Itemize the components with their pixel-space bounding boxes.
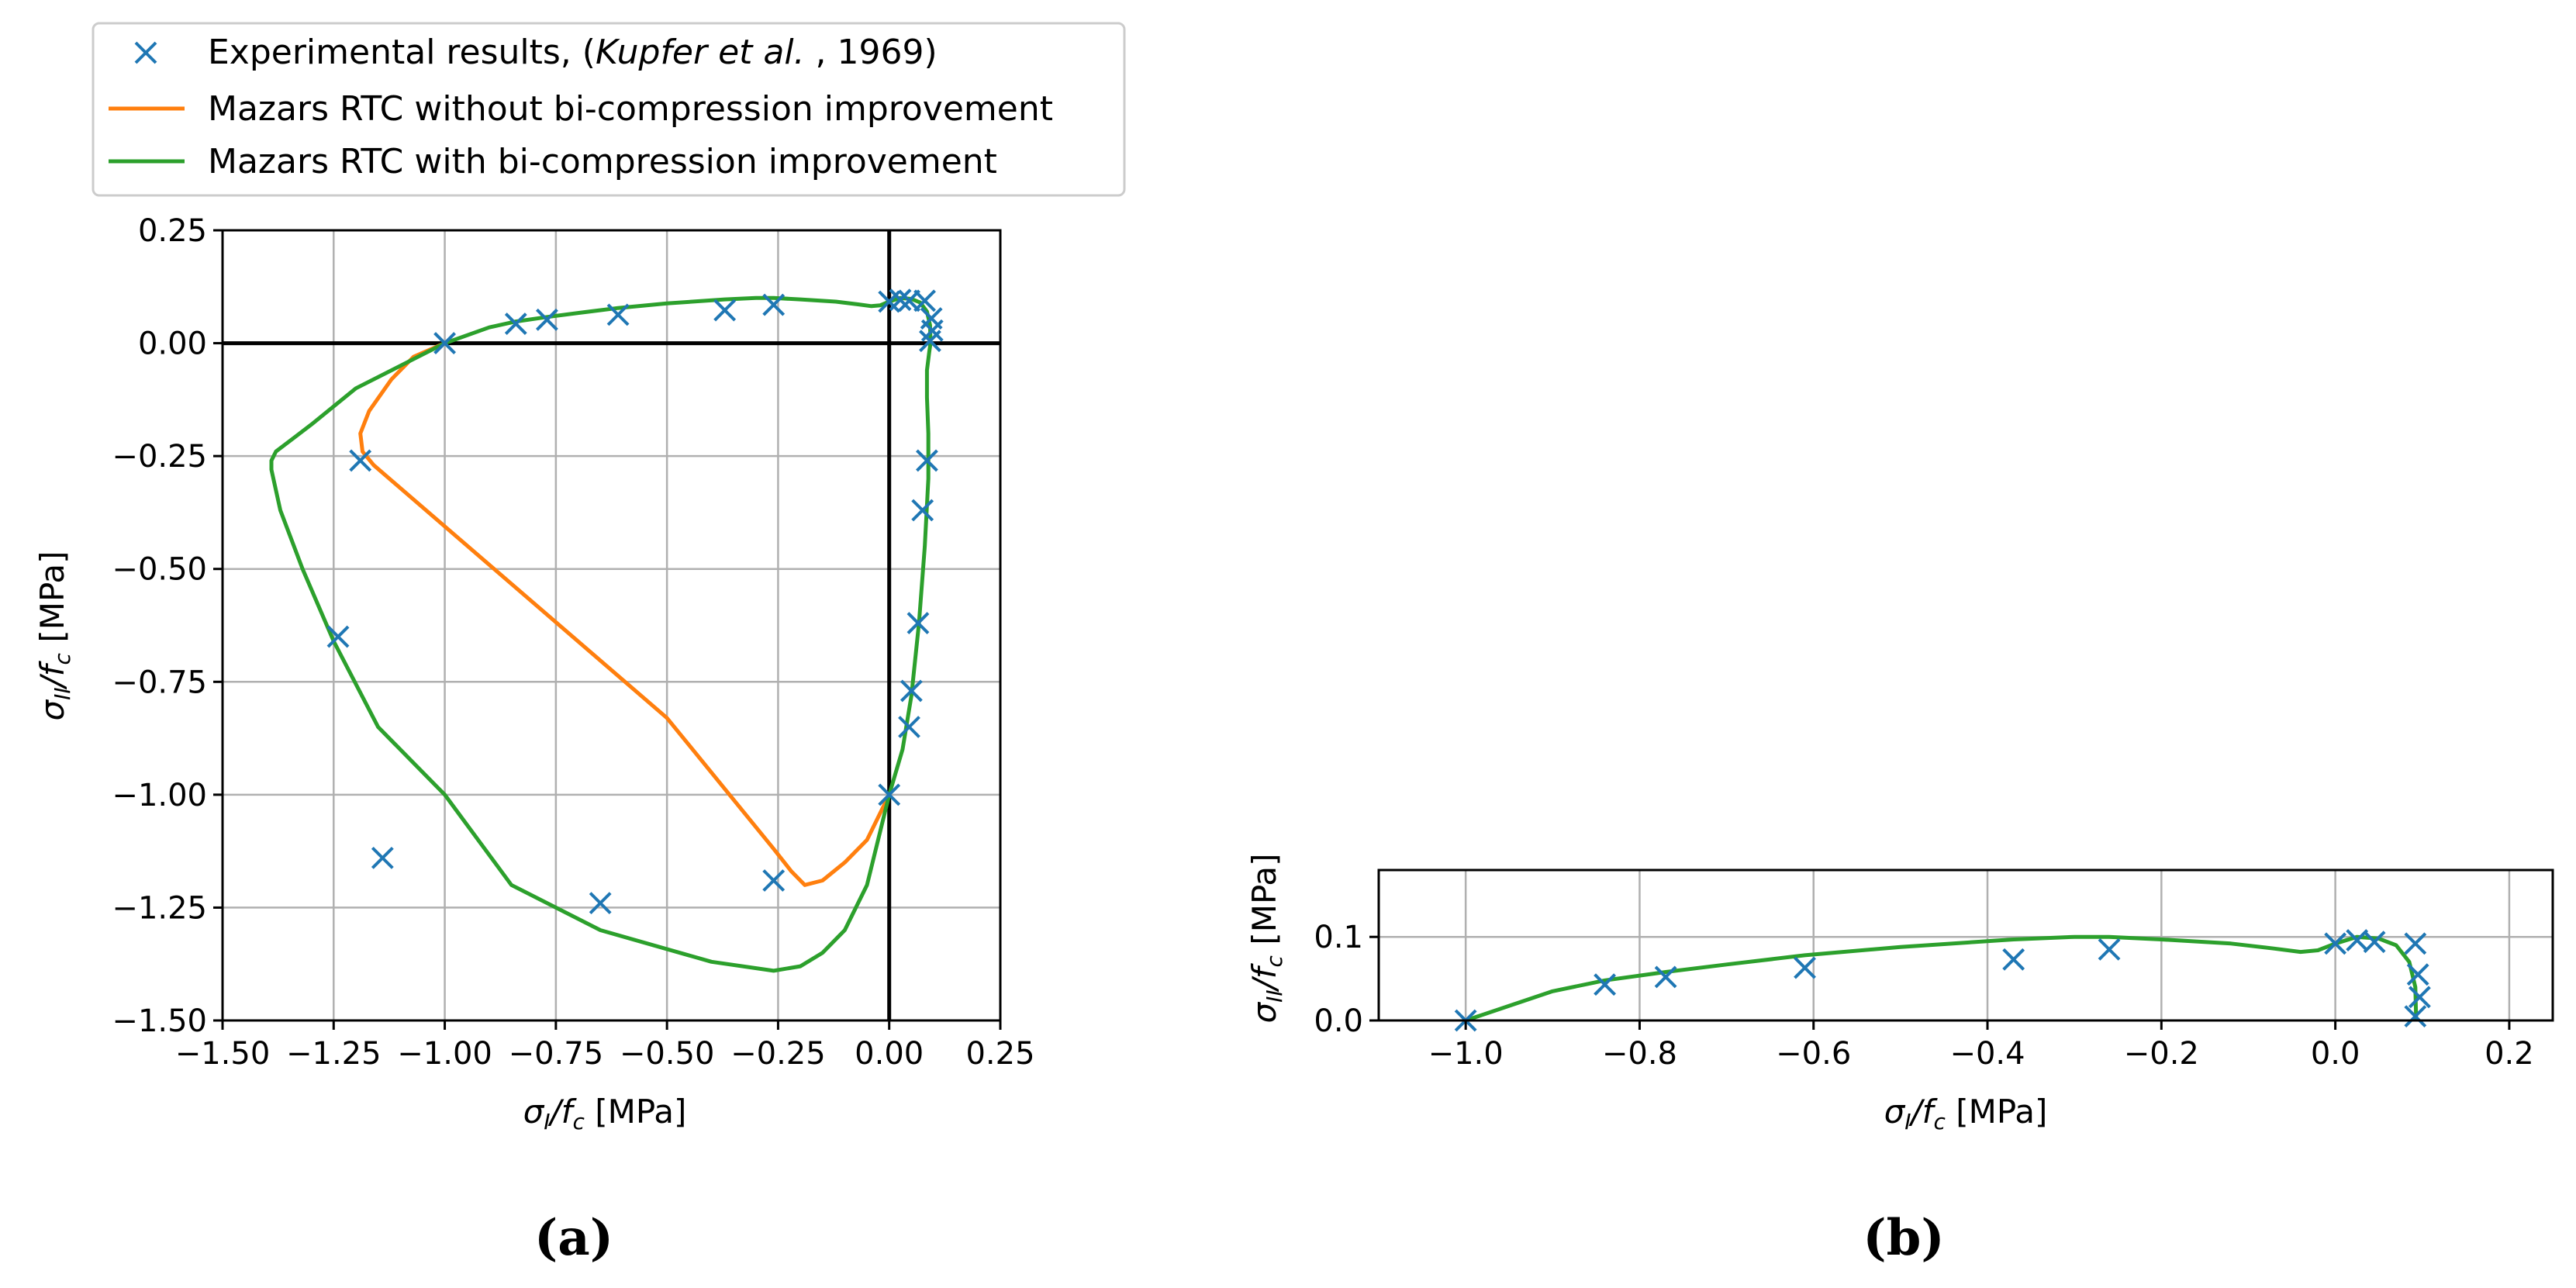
- x-tick-labels-a: −1.50 −1.25 −1.00 −0.75 −0.50 −0.25 0.00 0.25: [175, 1020, 1035, 1072]
- y-tick-label: −1.25: [112, 890, 207, 926]
- y-tick-label: 0.25: [138, 213, 207, 249]
- experiment-point: [713, 299, 737, 322]
- x-tick-label: 0.0: [2311, 1036, 2360, 1072]
- x-tick-label: −1.00: [397, 1036, 492, 1072]
- legend-without-label: Mazars RTC without bi-compression improv…: [208, 89, 1053, 129]
- experiment-point: [906, 612, 930, 635]
- experiment-point: [913, 289, 936, 313]
- experiment-point: [2404, 932, 2427, 955]
- x-tick-label: −1.50: [175, 1036, 271, 1072]
- y-axis-label-a: σII/fc [MPa]: [33, 551, 75, 720]
- x-tick-label: −0.75: [509, 1036, 604, 1072]
- x-axis-label-a: σI/fc [MPa]: [523, 1093, 687, 1134]
- y-tick-label: 0.00: [138, 326, 207, 362]
- legend-marker-icon: [134, 41, 157, 64]
- experiment-point: [326, 625, 350, 648]
- experiment-point: [2404, 1005, 2427, 1028]
- experiment-point: [900, 679, 923, 703]
- y-tick-label: −1.00: [112, 778, 207, 813]
- x-tick-label: −0.50: [620, 1036, 715, 1072]
- series-b: [1454, 929, 2431, 1032]
- experiment-point: [349, 449, 372, 472]
- series-line-with: [269, 295, 933, 973]
- experiment-point: [433, 332, 456, 354]
- x-tick-label: −0.25: [730, 1036, 826, 1072]
- experiment-point: [2002, 948, 2025, 971]
- y-tick-labels-b: 0.0 0.1: [1314, 920, 1379, 1039]
- experiment-point: [504, 313, 527, 335]
- experiment-point: [589, 892, 612, 915]
- experiment-point: [919, 330, 941, 353]
- x-axis-label-b: σI/fc [MPa]: [1884, 1093, 2048, 1134]
- series-a: [269, 288, 944, 973]
- legend-frame: [92, 22, 1126, 197]
- experiment-point: [2406, 963, 2429, 986]
- experiment-point: [535, 308, 558, 331]
- y-tick-label: 0.1: [1314, 920, 1363, 955]
- grid-lines-a: [221, 229, 1002, 1022]
- experiment-point: [1654, 965, 1677, 989]
- experiment-point: [2098, 938, 2121, 961]
- experiment-point: [762, 869, 786, 892]
- x-tick-label: 0.25: [965, 1036, 1034, 1072]
- y-tick-label: −0.25: [112, 439, 207, 475]
- x-tick-label: 0.00: [855, 1036, 924, 1072]
- x-tick-label: −0.4: [1949, 1036, 2025, 1072]
- x-tick-label: 0.2: [2484, 1036, 2534, 1072]
- chart-panel-b: −1.0 −0.8 −0.6 −0.4 −0.2 0.0 0.2 0.0 0.1 σI/fc …: [1245, 853, 2554, 1267]
- experiment-point: [2324, 932, 2347, 955]
- y-tick-labels-a: −1.50 −1.25 −1.00 −0.75 −0.50 −0.25 0.00 0.25: [112, 213, 223, 1039]
- experiment-point: [1794, 956, 1816, 979]
- y-tick-label: −0.75: [112, 665, 207, 700]
- y-tick-label: −1.50: [112, 1003, 207, 1039]
- plot-frame-a: [221, 229, 1002, 1022]
- experiment-point: [911, 499, 934, 522]
- x-tick-label: −1.0: [1428, 1036, 1504, 1072]
- x-tick-label: −0.8: [1602, 1036, 1677, 1072]
- zero-axes-a: [223, 230, 1000, 1020]
- experiment-point: [2408, 986, 2431, 1009]
- y-tick-label: 0.0: [1314, 1003, 1363, 1039]
- y-axis-label-b: σII/fc [MPa]: [1245, 853, 1287, 1023]
- legend-with-label: Mazars RTC with bi-compression improveme…: [208, 142, 997, 181]
- y-tick-label: −0.50: [112, 552, 207, 588]
- panel-label-b: (b): [1863, 1209, 1944, 1267]
- experiment-point: [889, 288, 912, 312]
- series-line-with: [1465, 934, 2419, 1023]
- x-tick-label: −1.25: [286, 1036, 382, 1072]
- x-tick-label: −0.6: [1776, 1036, 1851, 1072]
- legend-experiment-label: Experimental results, (Kupfer et al. , 1…: [208, 33, 938, 72]
- experiment-point: [371, 846, 394, 869]
- series-line-without: [358, 341, 891, 887]
- experiment-point: [916, 449, 938, 472]
- experiment-point: [878, 783, 901, 806]
- legend-x-marker: [134, 41, 157, 64]
- experiment-point: [1594, 973, 1616, 996]
- experiment-point: [606, 303, 630, 326]
- legend: Experimental results, (Kupfer et al. , 1…: [92, 22, 1126, 197]
- x-tick-labels-b: −1.0 −0.8 −0.6 −0.4 −0.2 0.0 0.2: [1428, 1020, 2534, 1072]
- experiment-point: [2346, 929, 2369, 951]
- experiment-point: [898, 716, 920, 738]
- panel-label-a: (a): [534, 1209, 613, 1267]
- chart-panel-a: −1.50 −1.25 −1.00 −0.75 −0.50 −0.25 0.00 0.25 −…: [33, 213, 1035, 1267]
- experiment-point: [762, 293, 786, 316]
- experiment-point: [2363, 931, 2386, 954]
- x-tick-label: −0.2: [2124, 1036, 2199, 1072]
- plot-frame-b: [1377, 868, 2554, 1022]
